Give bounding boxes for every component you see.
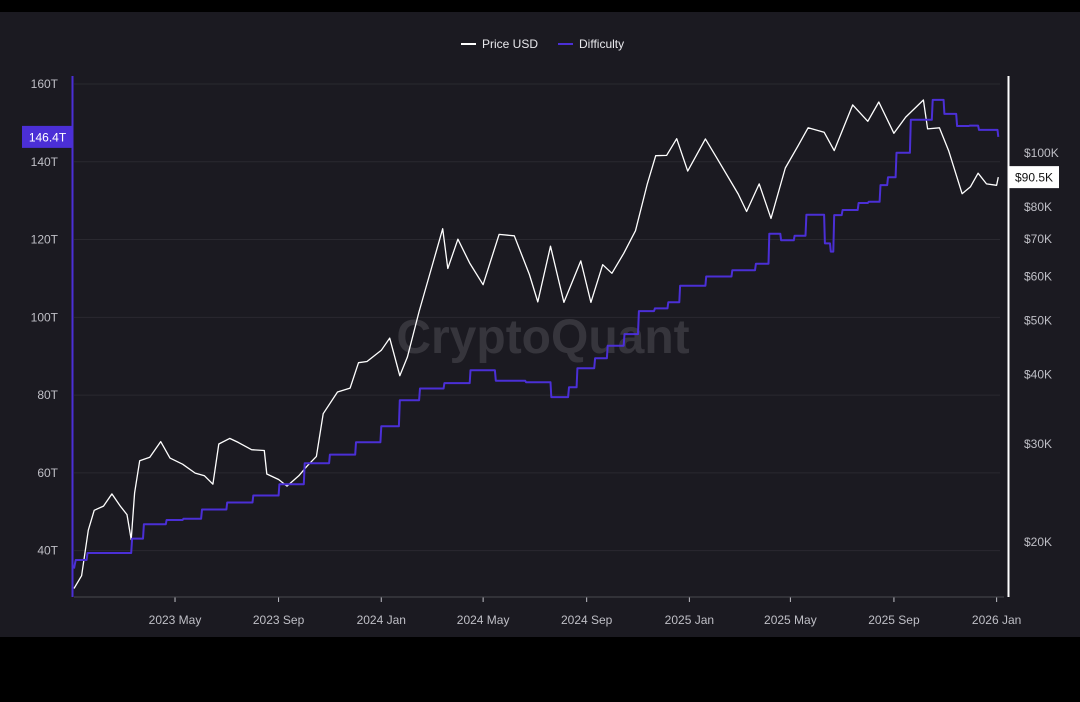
right-tick-label: $50K [1024,314,1052,328]
x-tick-label: 2025 May [764,613,817,627]
x-tick-label: 2024 Jan [357,613,406,627]
legend[interactable]: Price USD Difficulty [461,37,624,51]
left-tick-label: 40T [37,544,58,558]
left-tick-label: 120T [31,233,59,247]
right-tick-label: $40K [1024,367,1052,381]
x-tick-label: 2023 May [149,613,202,627]
legend-difficulty-label[interactable]: Difficulty [579,37,624,51]
watermark: CryptoQuant [396,311,689,364]
right-tick-label: $30K [1024,437,1052,451]
right-tick-label: $100K [1024,146,1059,160]
x-tick-label: 2025 Jan [665,613,714,627]
right-tick-label: $20K [1024,535,1052,549]
price-current-badge [1009,166,1059,189]
x-tick-label: 2026 Jan [972,613,1021,627]
x-tick-label: 2024 May [457,613,510,627]
legend-price-label[interactable]: Price USD [482,37,538,51]
price-current-label: $90.5K [1015,171,1053,185]
left-tick-label: 60T [37,466,58,480]
axes: 160T 140T 120T 100T 80T 60T 40T $100K $80K $70K $6… [22,76,1059,627]
difficulty-line [73,98,1000,569]
right-tick-label: $70K [1024,232,1052,246]
left-tick-label: 80T [37,388,58,402]
x-tick-label: 2023 Sep [253,613,305,627]
right-tick-label: $80K [1024,200,1052,214]
left-tick-label: 140T [31,155,59,169]
grid [74,83,1000,552]
x-tick-label: 2024 Sep [561,613,613,627]
series-layer [73,98,1000,589]
x-tick-label: 2025 Sep [868,613,920,627]
chart-panel: CryptoQuant 160T 140T 120T 100T 80T 60T 40T $10… [0,12,1080,637]
price-usd-line [73,99,999,589]
price-difficulty-chart: CryptoQuant 160T 140T 120T 100T 80T 60T 40T $10… [22,37,1059,627]
left-tick-label: 160T [31,77,59,91]
difficulty-current-label: 146.4T [29,130,67,144]
left-tick-label: 100T [31,310,59,324]
right-tick-label: $60K [1024,269,1052,283]
difficulty-current-badge [22,125,73,148]
